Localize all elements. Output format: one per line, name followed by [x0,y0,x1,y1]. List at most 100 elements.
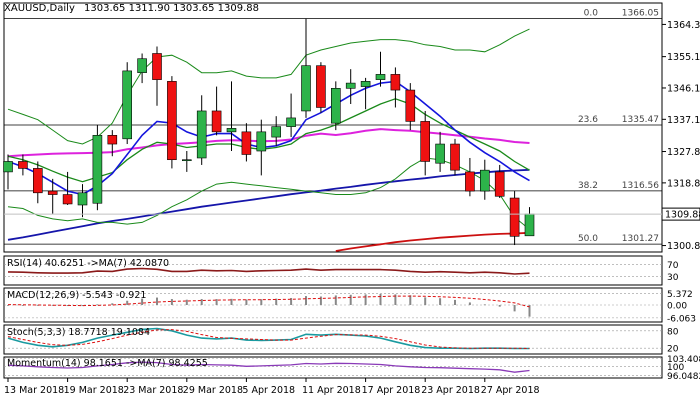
date-tick-label: 23 Mar 2018 [123,385,183,396]
macd-histogram-bar [305,296,307,305]
candle-body [316,65,326,108]
candle-body [77,192,88,206]
candle-body [107,135,118,145]
fib-level-value: 1316.56 [622,181,659,191]
macd-histogram-bar [394,294,397,305]
macd-level-label: 0.00 [667,302,687,312]
macd-histogram-bar [215,299,218,305]
rsi-panel-frame [3,255,663,286]
candle-body [524,213,535,237]
macd-histogram-bar [468,302,471,305]
momentum-level-label: 100 [667,363,684,373]
candle-body [435,143,445,164]
fib-level-value: 1366.05 [622,8,659,18]
stoch-level-label: 20 [667,345,679,355]
momentum-label: Momentum(14) 98.1651 ->MA(7) 98.4255 [7,358,208,369]
candle-body [62,194,73,205]
macd-histogram-bar [185,299,188,305]
date-tick-label: 13 Mar 2018 [4,385,64,396]
rsi-level-label: 70 [667,261,679,271]
stoch-label: Stoch(5,3,3) 18.7718 19.1084 [7,327,150,338]
date-tick-label: 11 Apr 2018 [302,385,361,396]
macd-histogram-bar [528,305,531,317]
candle-body [122,70,132,140]
macd-histogram-bar [141,298,144,305]
macd-histogram-bar [275,298,278,305]
macd-histogram-bar [36,305,39,306]
candle-body [465,171,475,192]
candle-body [3,161,13,173]
price-tick-label: 1337.10 [667,115,700,126]
candle-body [494,171,505,197]
macd-histogram-bar [439,298,442,305]
candle-body [137,58,147,73]
macd-label: MACD(12,26,9) -5.543 -0.921 [7,290,146,301]
macd-histogram-bar [498,305,501,307]
candle-body [405,89,416,122]
macd-level-label: 5.372 [667,290,693,300]
macd-histogram-bar [156,297,158,305]
macd-histogram-bar [513,305,516,312]
price-axis: 1364.35 1355.10 1346.10 1337.10 1327.85 1318.… [4,20,700,252]
price-tick-label: 1364.35 [667,20,700,31]
candle-body [32,168,43,194]
price-tick-label: 1300.85 [667,241,700,252]
fib-level-value: 1301.27 [622,234,659,244]
date-tick-label: 17 Apr 2018 [362,385,421,396]
macd-histogram-bar [170,299,173,305]
candle-body [479,169,490,192]
candle-body [256,131,267,152]
candle-body [360,81,371,87]
fib-level-value: 1335.47 [622,115,659,125]
mom-panel-frame [3,356,663,379]
macd-histogram-bar [364,294,367,305]
candle-body [196,110,207,159]
stoch-k-line [7,327,530,350]
price-tick-label: 1318.85 [667,178,700,189]
overlay-line [7,168,530,241]
date-tick-label: 23 Apr 2018 [421,385,480,396]
macd-histogram-bar [349,294,352,305]
stoch-level-label: 80 [667,327,679,337]
macd-histogram-bar [96,304,99,306]
moving-average-overlays [7,28,530,252]
candle-body [47,190,58,195]
macd-histogram-bar [230,298,233,305]
indicator-panels: 70 30 RSI(14) 40.6251 ->MA(7) 42.0870 5.372… [4,258,700,382]
price-tick-label: 1355.10 [667,52,700,63]
macd-histogram-bar [454,299,456,305]
stoch-panel-frame [3,324,663,355]
momentum-line [7,361,530,373]
rsi-level-label: 30 [667,273,679,283]
macd-histogram-bar [200,299,203,305]
macd-histogram-bar [81,305,84,307]
candle-body [509,197,520,237]
candle-body [152,53,162,80]
candle-body [182,159,192,162]
macd-histogram-bar [66,305,69,307]
stoch-d-line [7,329,530,349]
candle-body [301,65,311,112]
price-tick-label: 1346.10 [667,83,700,94]
macd-histogram-bar [424,297,427,305]
macd-histogram-bar [379,293,382,305]
price-tick-label: 1327.85 [667,147,700,158]
macd-level-label: -6.063 [667,314,696,324]
price-panel-frame [3,2,663,253]
candle-body [286,117,296,127]
candle-body [330,88,341,124]
macd-histogram-bar [51,305,54,306]
macd-histogram-bar [260,299,263,305]
fib-level-label: 0.0 [584,8,599,18]
ohlc-header: 1303.65 1311.90 1303.65 1309.88 [84,3,259,14]
date-tick-label: 19 Mar 2018 [64,385,124,396]
fibonacci-levels: 0.0 1366.05 23.6 1335.47 38.2 1316.56 50.0 1301… [4,8,662,245]
candle-body [420,121,431,162]
macd-histogram-bar [126,300,129,305]
momentum-level-label: 103.4087 [667,355,700,365]
price-panel: 0.0 1366.05 23.6 1335.47 38.2 1316.56 50.0 1301… [3,8,662,252]
macd-histogram-bar [21,305,24,306]
candle-body [226,128,237,133]
candle-body [18,161,28,169]
